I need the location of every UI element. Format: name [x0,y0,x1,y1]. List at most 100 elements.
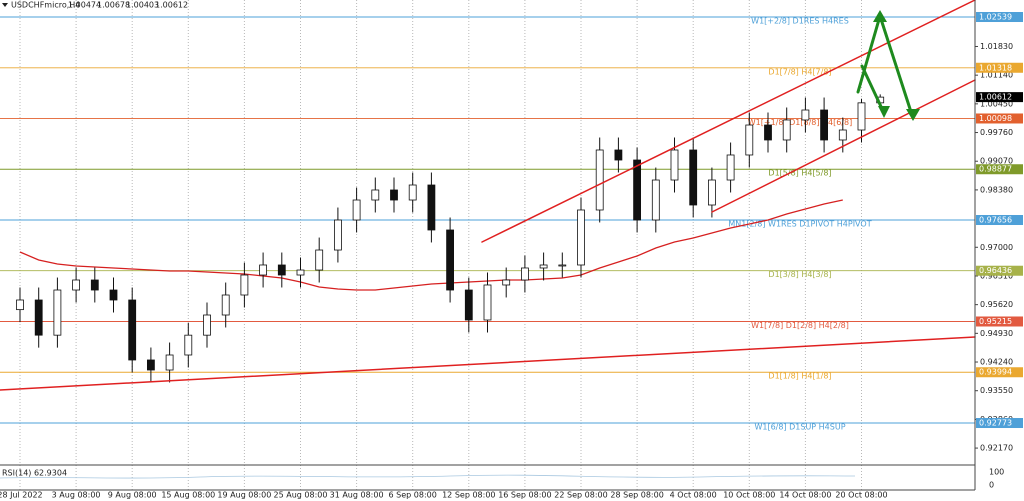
price-tag [976,215,1023,226]
candle-body [558,264,567,267]
moving-average [19,199,843,291]
x-tick-label: 28 Jul 2022 [0,491,43,500]
candle-body [764,124,772,141]
candle-body [240,274,249,296]
price-tag [976,164,1023,175]
x-tick-label: 25 Aug 08:00 [274,491,328,500]
price-tag-label: 0.92773 [979,419,1012,428]
price-tag [976,418,1023,429]
y-tick-label: 0.92170 [980,444,1013,453]
y-tick-label: 0.97000 [980,243,1013,252]
price-tag-label: 1.00098 [979,114,1012,123]
indicator-line [0,474,856,479]
candle-body [670,149,679,181]
candle-body [539,264,548,269]
candle-body [745,124,754,156]
candle-body [633,159,641,221]
level-label: W1[+1/8] D1[8/8] H4[6/8] [748,118,853,127]
price-tag [976,316,1023,327]
candle-body [595,149,604,211]
forecast-arrow [860,64,886,115]
candle-body [820,109,828,141]
candle-body [315,249,324,271]
y-tick-label: 1.01140 [980,71,1013,80]
candle-body [651,179,660,221]
x-tick-label: 9 Aug 08:00 [108,491,157,500]
candle-body [72,279,80,291]
indicator-tick: 100 [989,468,1004,477]
candle-body [408,184,417,201]
price-tag [976,62,1023,73]
candle-body [801,109,810,121]
x-tick-label: 15 Aug 08:00 [161,491,215,500]
ohlc-open: 1.00474 [68,1,101,10]
y-tick-label: 1.00450 [980,99,1013,108]
level-label: MN1[2/8] W1RES D1PIVOT H4PIVOT [728,220,871,229]
candle-body [838,129,847,141]
x-tick-label: 19 Aug 08:00 [217,491,271,500]
current-price-label: 1.00612 [979,93,1012,102]
candle-body [857,102,866,131]
candle-body [53,289,62,336]
candle-body [333,219,342,251]
candle-body [259,264,268,276]
y-tick-label: 0.96310 [980,271,1013,280]
candle-body [521,267,529,281]
header-icon [2,3,8,7]
candle-body [371,189,380,201]
candle-body [390,189,398,201]
price-tag-label: 1.01318 [979,63,1012,72]
indicator-tick: 0 [989,481,994,490]
candle-body [726,154,735,181]
candle-body [203,314,211,336]
price-tag [976,367,1023,378]
candle-body [782,119,791,141]
x-tick-label: 14 Oct 08:00 [779,491,831,500]
x-tick-label: 6 Sep 08:00 [389,491,437,500]
price-tag-label: 0.95215 [979,317,1012,326]
ohlc-close: 1.00612 [155,1,188,10]
y-tick-label: 0.98380 [980,185,1013,194]
candle-body [689,149,698,206]
level-label: D1[1/8] H4[1/8] [768,372,831,381]
x-tick-label: 10 Oct 08:00 [723,491,775,500]
candle-body [90,279,99,291]
candle-body [577,209,585,266]
price-tag-label: 1.02539 [979,13,1012,22]
candle-body [109,289,118,301]
price-tag-label: 0.98877 [979,165,1012,174]
y-tick-label: 0.99760 [980,128,1013,137]
candle-body [34,299,43,336]
symbol: USDCHFmicro,H4 [11,1,80,10]
price-tag [976,12,1023,23]
candle-body [708,179,716,206]
arrow-head [873,10,887,22]
y-tick-label: 0.94930 [980,329,1013,338]
channel-upper [481,0,976,243]
price-tag-label: 0.97656 [979,216,1012,225]
y-tick-label: 1.01830 [980,42,1013,51]
level-label: D1[3/8] H4[3/8] [768,270,831,279]
x-tick-label: 20 Oct 08:00 [835,491,887,500]
x-tick-label: 12 Sep 08:00 [442,491,495,500]
current-price-tag [976,92,1023,103]
arrow-head [878,106,890,118]
x-tick-label: 22 Sep 08:00 [554,491,607,500]
candle-body [502,279,511,286]
candle-body [296,269,305,276]
x-tick-label: 3 Aug 08:00 [52,491,101,500]
candle-body [446,229,455,291]
price-tag-label: 0.96436 [979,266,1012,275]
x-tick-label: 31 Aug 08:00 [330,491,384,500]
level-label: W1[+2/8] D1RES H4RES [751,17,849,26]
candle-body [614,149,623,161]
arrow-head [906,109,920,121]
candle-body [128,299,137,361]
y-tick-label: 0.99070 [980,157,1013,166]
level-label: W1[7/8] D1[2/8] H4[2/8] [751,321,849,330]
price-tag [976,113,1023,124]
candle-body [16,299,24,311]
